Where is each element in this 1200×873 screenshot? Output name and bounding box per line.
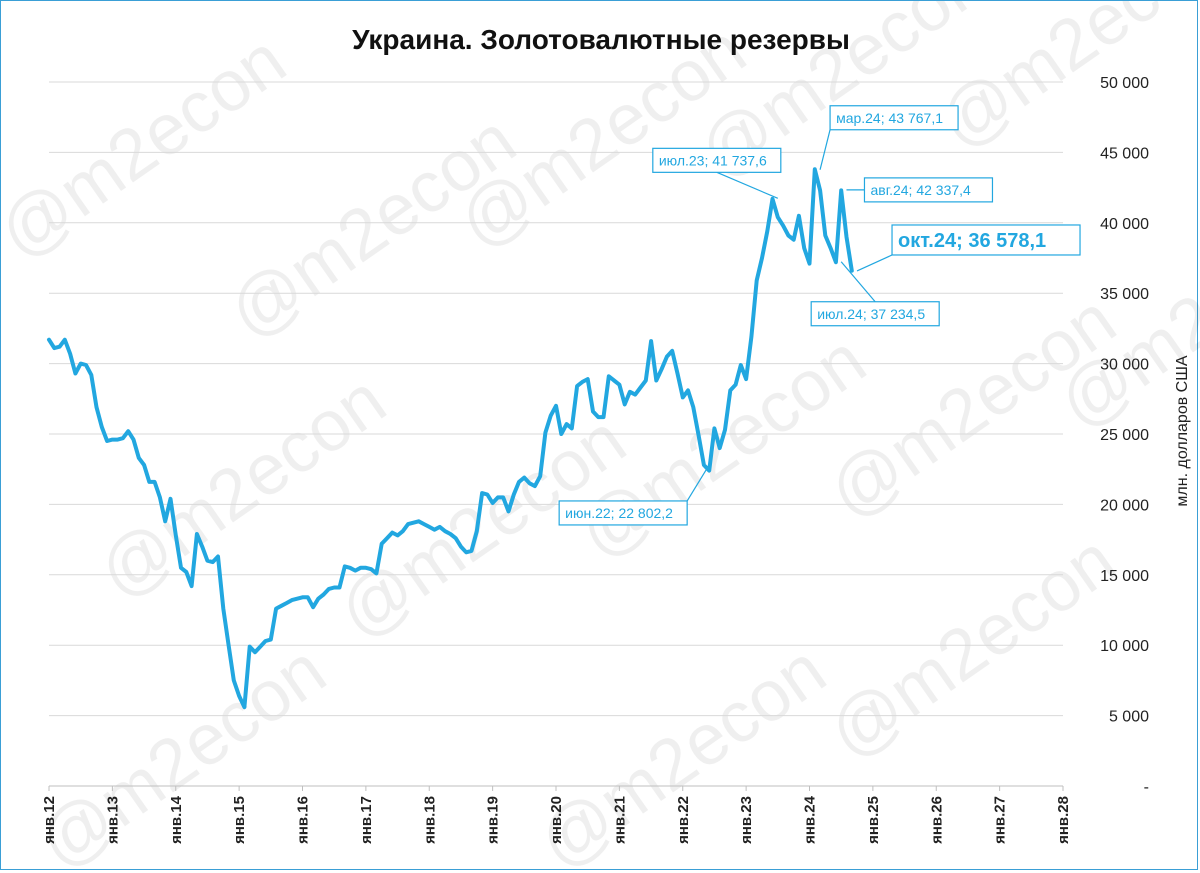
annotation-leader	[716, 171, 779, 199]
grid-lines	[49, 81, 1063, 717]
annotation: июн.22; 22 802,2	[558, 464, 710, 526]
y-tick-label: 45 000	[1100, 145, 1149, 162]
annotation-label: июл.24; 37 234,5	[817, 306, 925, 322]
annotation-label: мар.24; 43 767,1	[836, 110, 943, 126]
x-tick-label: янв.25	[865, 796, 882, 844]
annotation-leader	[819, 129, 831, 170]
x-tick-label: янв.21	[611, 796, 628, 844]
annotation: июл.23; 41 737,6	[652, 147, 782, 199]
y-tick-label: 40 000	[1100, 216, 1149, 233]
y-tick-label: 30 000	[1100, 357, 1149, 374]
y-axis-ticks: - 5 000 10 000 15 000 20 000 25 000 30 000 35 0…	[1100, 75, 1149, 796]
x-tick-label: янв.19	[485, 796, 502, 844]
y-tick-label: 50 000	[1100, 75, 1149, 92]
x-tick-label: янв.15	[231, 796, 248, 844]
x-tick-label: янв.24	[802, 795, 819, 844]
x-tick-label: янв.20	[548, 796, 565, 844]
x-tick-label: янв.13	[104, 796, 121, 844]
y-tick-label: 10 000	[1100, 638, 1149, 655]
x-tick-label: янв.18	[421, 796, 438, 844]
annotation-label: июл.23; 41 737,6	[659, 152, 767, 168]
y-axis-label: млн. долларов США	[1174, 355, 1191, 506]
annotation: мар.24; 43 767,1	[819, 105, 959, 170]
annotation-leader	[856, 254, 893, 272]
x-tick-label: янв.23	[738, 796, 755, 844]
annotation-box	[891, 224, 1081, 256]
watermark-text: @m2econ	[814, 520, 1130, 774]
x-tick-label: янв.22	[675, 796, 692, 844]
annotation-box	[652, 147, 782, 173]
y-tick-label: 20 000	[1100, 497, 1149, 514]
y-tick-label: 15 000	[1100, 568, 1149, 585]
annotation-box	[810, 301, 940, 327]
x-axis-ticks: янв.12 янв.13 янв.14 янв.15 янв.16 янв.17 янв.…	[41, 786, 1072, 844]
chart-title: Украина. Золотовалютные резервы	[352, 24, 850, 55]
x-tick-label: янв.28	[1055, 796, 1072, 844]
x-tick-label: янв.17	[358, 796, 375, 844]
x-tick-label: янв.26	[928, 796, 945, 844]
annotation-label: авг.24; 42 337,4	[870, 182, 971, 198]
x-tick-label: янв.12	[41, 796, 58, 844]
watermark-text: @m2econ	[1, 20, 300, 274]
annotation: окт.24; 36 578,1	[856, 224, 1081, 272]
annotation-leader	[840, 261, 876, 303]
annotation: июл.24; 37 234,5	[810, 261, 940, 327]
y-tick-label: 35 000	[1100, 286, 1149, 303]
x-tick-label: янв.27	[992, 796, 1009, 844]
annotation-leader	[686, 464, 710, 502]
annotation-box	[863, 177, 994, 203]
x-tick-label: янв.16	[295, 796, 312, 844]
y-tick-label: 5 000	[1109, 709, 1149, 726]
annotation: авг.24; 42 337,4	[846, 177, 994, 203]
annotation-label: окт.24; 36 578,1	[898, 230, 1046, 252]
y-tick-label: -	[1144, 779, 1149, 796]
series-line	[47, 167, 854, 710]
annotation-box	[558, 500, 688, 526]
annotation-label: июн.22; 22 802,2	[565, 505, 673, 521]
annotation-layer: июл.23; 41 737,6 мар.24; 43 767,1 авг.24; …	[558, 105, 1081, 526]
y-tick-label: 25 000	[1100, 427, 1149, 444]
annotation-box	[829, 105, 959, 131]
x-tick-label: янв.14	[168, 795, 185, 844]
